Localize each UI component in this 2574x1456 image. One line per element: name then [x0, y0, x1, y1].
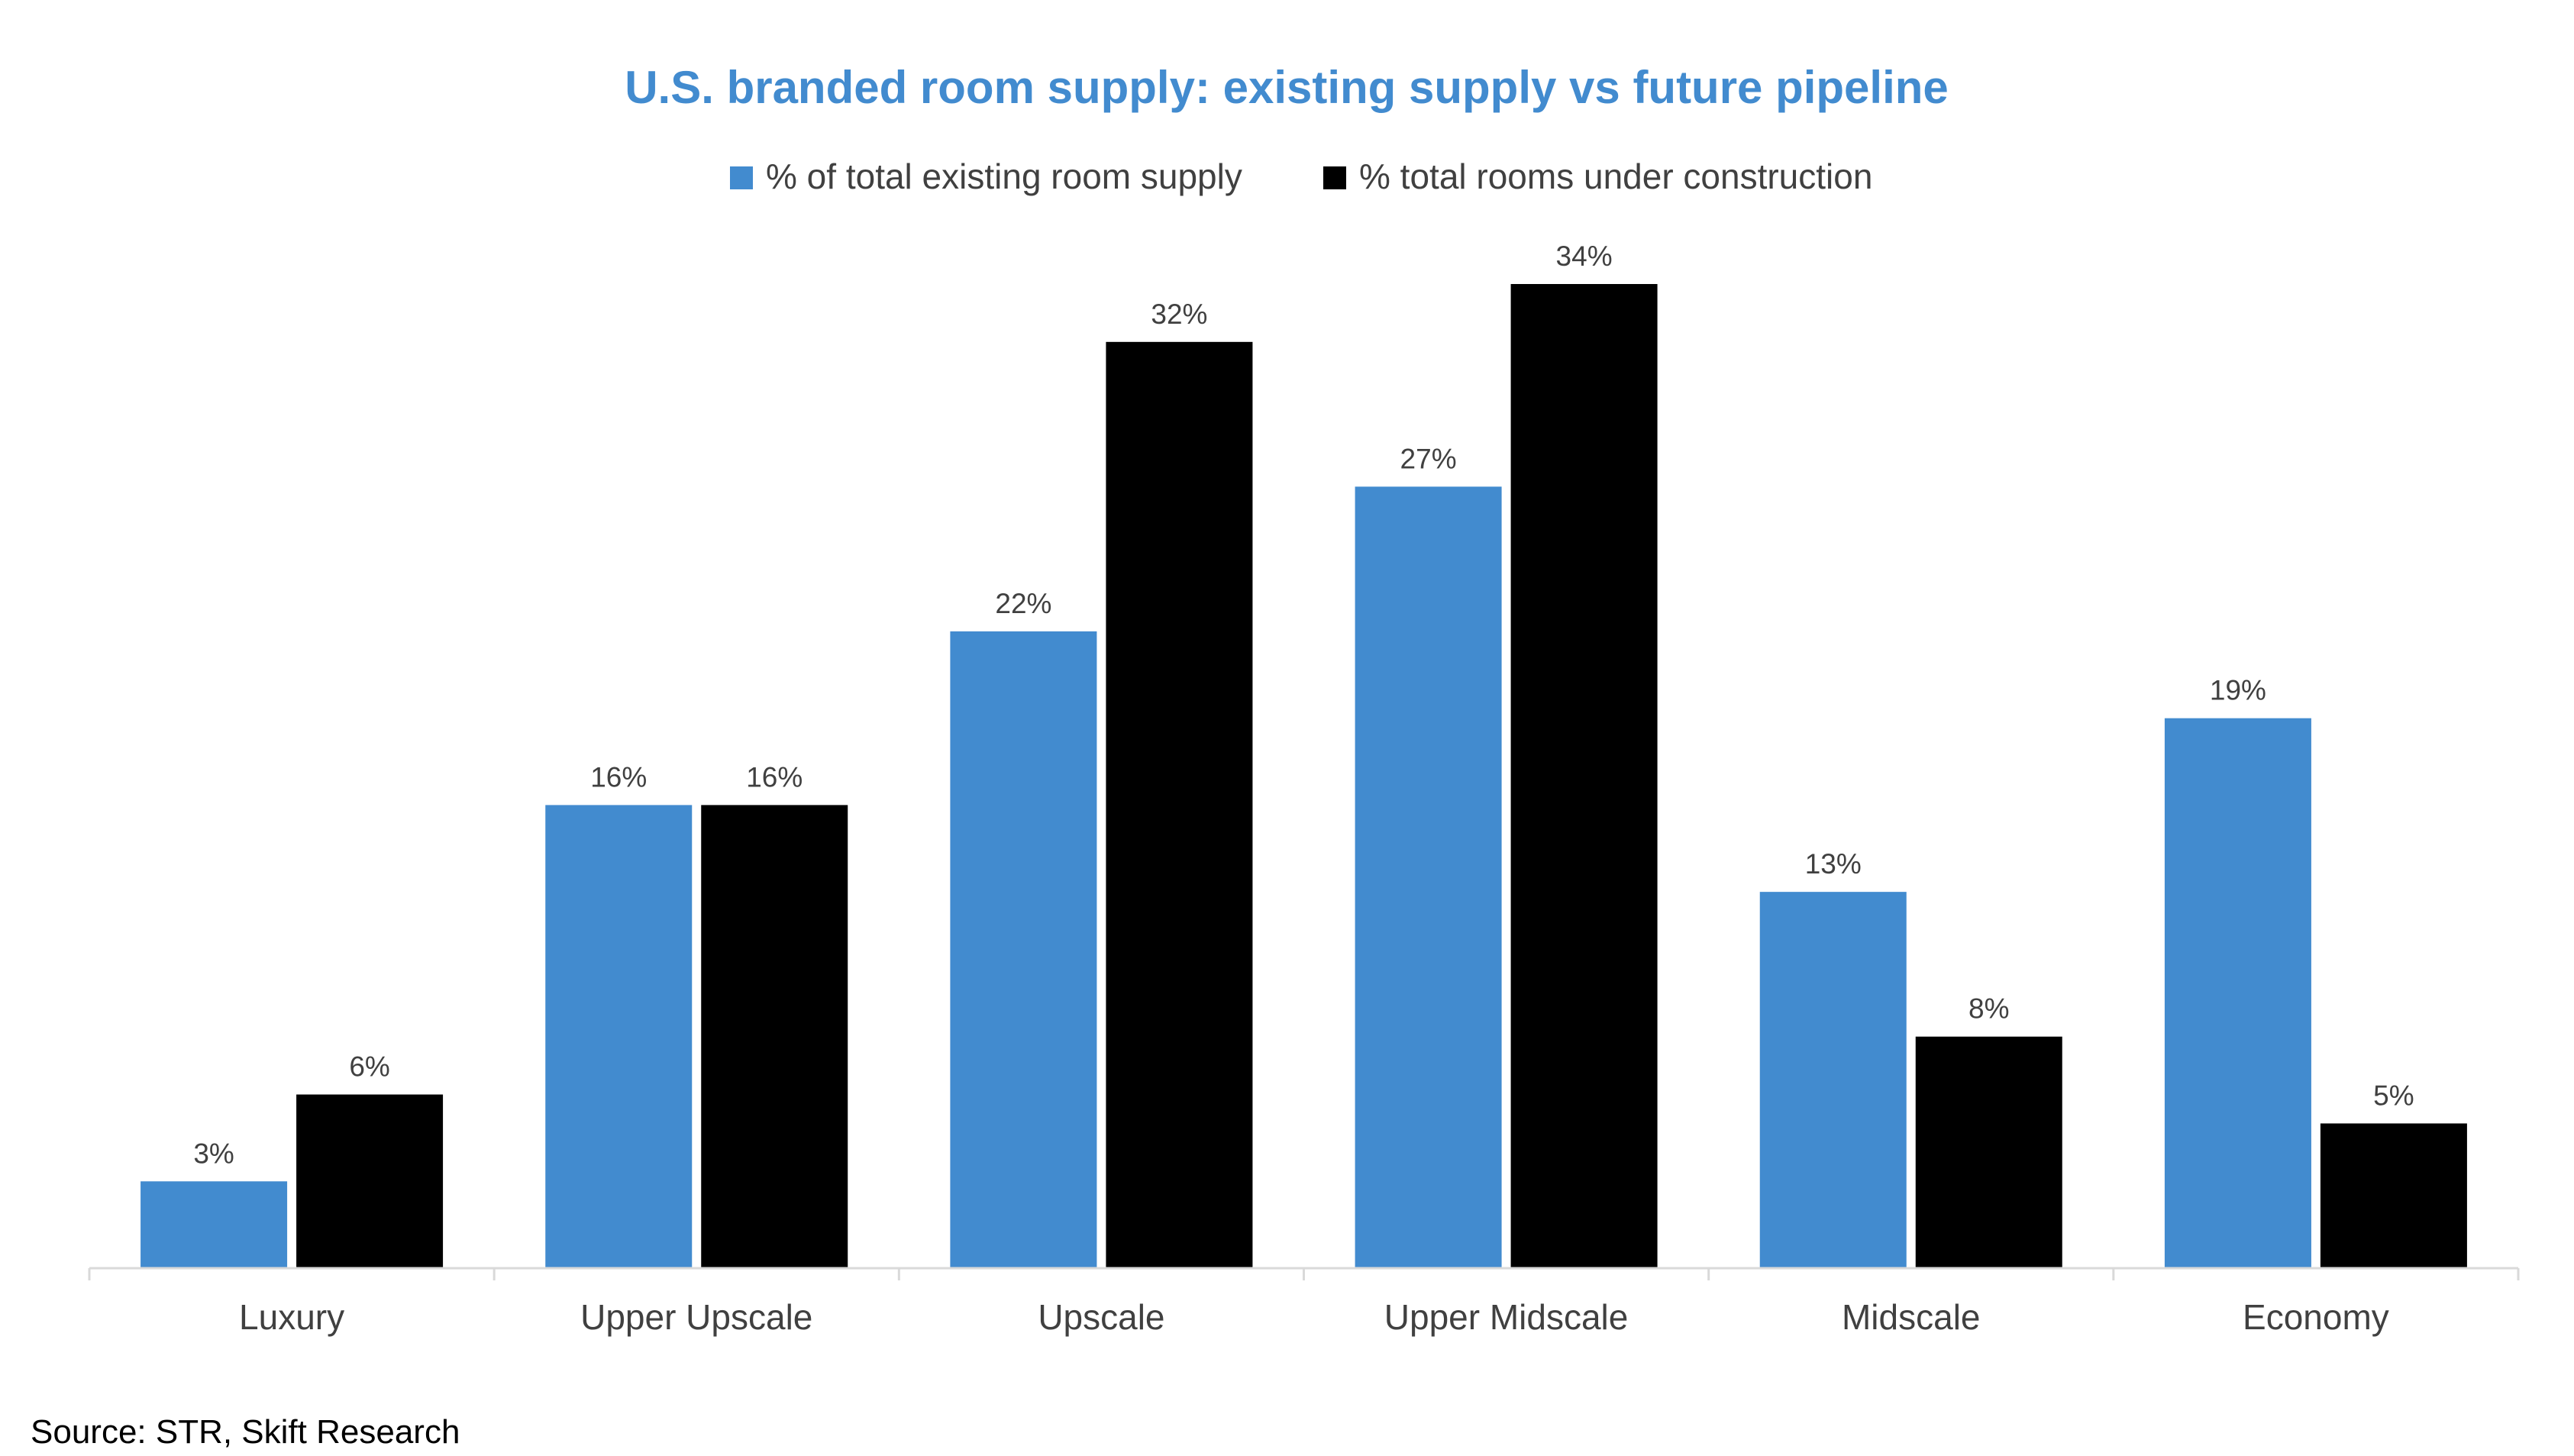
x-tick-label-luxury: Luxury — [239, 1297, 344, 1337]
data-label-upscale-under-construction: 32% — [1151, 299, 1207, 330]
data-label-economy-existing-supply: 19% — [2210, 675, 2266, 706]
legend-swatch-existing-supply — [730, 166, 753, 189]
legend: % of total existing room supply % total … — [730, 157, 1872, 196]
bar-upscale-existing-supply — [950, 631, 1097, 1268]
x-tick-label-upscale: Upscale — [1038, 1297, 1164, 1337]
data-label-upper-upscale-existing-supply: 16% — [590, 761, 647, 793]
data-label-economy-under-construction: 5% — [2373, 1080, 2414, 1111]
x-axis-tick-labels: Luxury Upper Upscale Upscale Upper Midscale… — [239, 1297, 2389, 1337]
x-axis-ticks — [88, 1268, 2520, 1280]
data-label-luxury-under-construction: 6% — [349, 1051, 389, 1083]
legend-label-under-construction: % total rooms under construction — [1359, 157, 1872, 196]
bar-midscale-existing-supply — [1759, 892, 1907, 1268]
bar-luxury-existing-supply — [140, 1181, 288, 1268]
bar-upscale-under-construction — [1106, 341, 1253, 1269]
legend-label-existing-supply: % of total existing room supply — [766, 157, 1242, 196]
chart-title: U.S. branded room supply: existing suppl… — [625, 62, 1949, 113]
data-label-midscale-existing-supply: 13% — [1805, 848, 1862, 880]
data-label-luxury-existing-supply: 3% — [193, 1138, 234, 1169]
bar-upper-midscale-under-construction — [1510, 284, 1658, 1268]
bar-economy-existing-supply — [2164, 718, 2311, 1268]
x-tick-label-upper-midscale: Upper Midscale — [1384, 1297, 1629, 1337]
x-tick-label-midscale: Midscale — [1842, 1297, 1981, 1337]
bar-upper-upscale-existing-supply — [545, 805, 693, 1268]
data-label-upper-midscale-existing-supply: 27% — [1400, 443, 1457, 474]
data-label-midscale-under-construction: 8% — [1968, 993, 2009, 1025]
x-tick-label-upper-upscale: Upper Upscale — [580, 1297, 812, 1337]
bar-luxury-under-construction — [296, 1094, 444, 1268]
bar-upper-upscale-under-construction — [701, 805, 848, 1268]
data-label-upper-midscale-under-construction: 34% — [1556, 241, 1613, 272]
bar-economy-under-construction — [2320, 1123, 2467, 1268]
bar-upper-midscale-existing-supply — [1355, 486, 1502, 1268]
data-label-upper-upscale-under-construction: 16% — [746, 761, 803, 793]
x-tick-label-economy: Economy — [2243, 1297, 2389, 1337]
legend-swatch-under-construction — [1323, 166, 1346, 189]
bar-midscale-under-construction — [1915, 1036, 2062, 1268]
source-note: Source: STR, Skift Research — [31, 1413, 460, 1451]
data-label-upscale-existing-supply: 22% — [995, 588, 1051, 619]
bars — [140, 284, 2467, 1269]
data-labels: 3% 6% 16% 16% 22% 32% 27% 34% 13% 8% 19% 5% — [193, 241, 2414, 1169]
